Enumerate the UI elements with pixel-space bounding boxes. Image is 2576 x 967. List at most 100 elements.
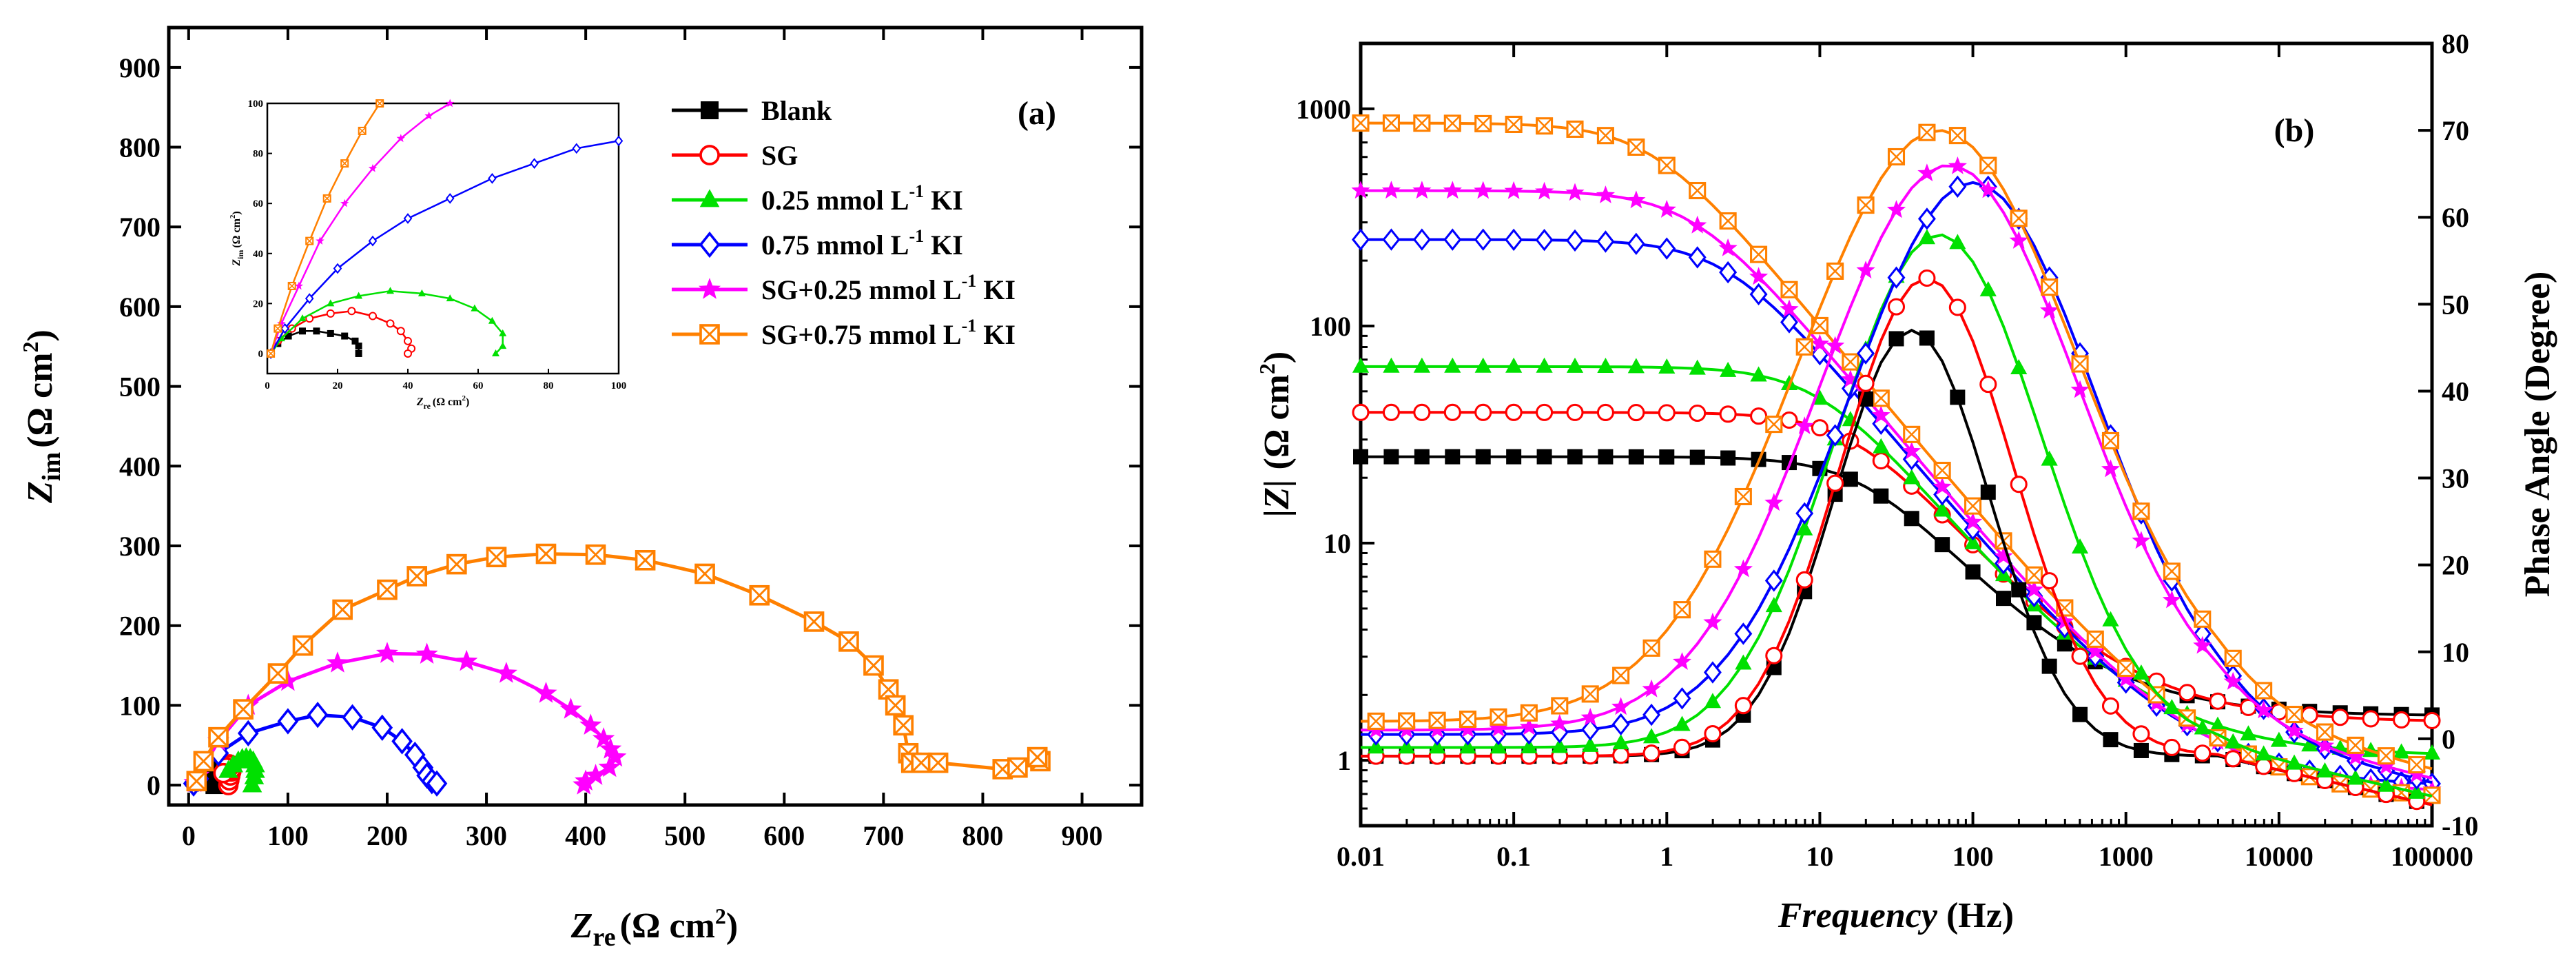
data-point-SGKI025 <box>375 642 399 663</box>
phase-point-SG <box>1704 724 1722 743</box>
modulus-point-Blank <box>1567 449 1583 465</box>
modulus-point-SG <box>2209 692 2227 710</box>
y-tick-label: 400 <box>119 451 161 482</box>
modulus-point-KI025 <box>1658 358 1676 374</box>
inset-data-point-Blank <box>341 332 349 340</box>
data-point-SGKI075 <box>406 566 428 587</box>
data-point-SGKI075 <box>332 599 353 620</box>
phase-point-SGKI075 <box>1428 711 1446 729</box>
b-x-tick-label: 10000 <box>2245 841 2314 872</box>
inset-data-point-SGKI025 <box>316 236 324 245</box>
legend-label: SG+0.75 mmol L-1 KI <box>761 316 1016 350</box>
inset-data-point-SGKI025 <box>368 163 378 172</box>
phase-point-KI025 <box>2163 699 2181 715</box>
modulus-point-SGKI075 <box>1750 245 1768 263</box>
legend-label: Blank <box>761 95 832 126</box>
modulus-point-KI025 <box>2240 725 2257 741</box>
inset-data-point-Blank <box>285 332 292 340</box>
phase-point-SGKI025 <box>2254 700 2274 719</box>
phase-point-SG <box>2224 750 2242 768</box>
b-x-tick-label: 1000 <box>2099 841 2154 872</box>
inset-data-point-SG <box>347 307 356 316</box>
phase-point-SGKI075 <box>1734 487 1752 506</box>
data-point-SGKI025 <box>598 755 621 777</box>
b-x-tick-label: 1 <box>1660 841 1673 872</box>
inset-x-tick-label: 60 <box>473 380 484 391</box>
phase-point-KI025 <box>1490 738 1507 754</box>
panel-b-y2-axis-title: Phase Angle (Degree) <box>2518 272 2557 598</box>
modulus-point-SG <box>2362 710 2380 728</box>
phase-point-KI025 <box>2194 719 2211 735</box>
phase-point-KI025 <box>1673 715 1691 731</box>
b-x-tick-label: 10 <box>1806 841 1833 872</box>
modulus-point-SGKI075 <box>1903 425 1921 443</box>
y-tick-label: 300 <box>119 531 161 562</box>
inset-data-point-SGKI075 <box>340 159 349 168</box>
modulus-point-KI025 <box>1903 469 1920 485</box>
phase-point-SGKI075 <box>2163 562 2181 580</box>
phase-point-SG <box>2194 744 2212 762</box>
modulus-point-SG <box>1536 403 1554 421</box>
data-point-SGKI075 <box>635 550 656 571</box>
modulus-point-SGKI025 <box>1964 512 1983 530</box>
inset-data-point-SGKI075 <box>322 194 331 203</box>
data-point-KI075 <box>307 702 329 729</box>
modulus-point-Blank <box>1996 591 2011 607</box>
inset-data-point-KI075 <box>488 173 497 184</box>
modulus-point-Blank <box>1475 449 1491 465</box>
b-x-tick-label: 100000 <box>2391 841 2473 872</box>
modulus-point-KI025 <box>2301 736 2318 752</box>
phase-point-KI025 <box>2408 783 2425 799</box>
legend-item-SGKI025: SG+0.25 mmol L-1 KI <box>672 271 1016 305</box>
modulus-point-KI025 <box>1383 357 1400 373</box>
modulus-point-SGKI025 <box>1412 181 1432 199</box>
legend-item-KI025: 0.25 mmol L-1 KI <box>672 181 963 216</box>
phase-point-KI025 <box>1979 281 1997 296</box>
phase-line-SGKI075 <box>1360 129 2433 771</box>
inset-y-tick-label: 100 <box>248 99 264 110</box>
phase-point-KI075 <box>1917 207 1936 230</box>
modulus-point-SGKI075 <box>1689 181 1707 200</box>
modulus-point-SGKI025 <box>1504 181 1523 199</box>
modulus-point-Blank <box>1445 449 1461 465</box>
data-point-SGKI025 <box>559 698 582 719</box>
inset-data-point-SG <box>404 349 412 358</box>
inset-data-point-SGKI075 <box>287 281 296 290</box>
phase-point-KI075 <box>1826 424 1844 447</box>
phase-point-SGKI075 <box>2347 736 2364 754</box>
phase-point-Blank <box>1919 330 1935 346</box>
modulus-point-KI075 <box>1749 283 1768 306</box>
inset-y-tick-label: 60 <box>253 199 263 210</box>
b-y-tick-label: 1000 <box>1296 94 1351 125</box>
modulus-point-KI025 <box>1597 357 1614 373</box>
modulus-point-Blank <box>1383 449 1399 465</box>
modulus-point-SG <box>1352 403 1370 421</box>
inset-data-point-KI025 <box>355 292 363 299</box>
phase-point-KI025 <box>1398 738 1415 754</box>
phase-point-SGKI075 <box>2255 682 2273 700</box>
phase-point-SG <box>1857 374 1875 392</box>
modulus-point-SGKI075 <box>1474 114 1492 132</box>
modulus-point-KI075 <box>1535 228 1554 252</box>
x-tick-label: 100 <box>267 820 309 851</box>
phase-point-SGKI025 <box>2040 301 2059 319</box>
x-tick-label: 600 <box>763 820 805 851</box>
b-y2-tick-label: 10 <box>2442 637 2469 668</box>
b-y2-tick-label: 0 <box>2442 724 2455 755</box>
phase-point-SGKI025 <box>1611 697 1631 715</box>
x-tick-label: 900 <box>1062 820 1103 851</box>
b-y-tick-label: 1 <box>1337 745 1351 776</box>
modulus-point-KI025 <box>1474 357 1492 373</box>
legend-label: 0.75 mmol L-1 KI <box>761 226 963 261</box>
modulus-point-SG <box>1658 404 1676 422</box>
x-tick-label: 500 <box>664 820 705 851</box>
phase-point-SGKI075 <box>2194 610 2212 628</box>
inset-data-point-KI075 <box>572 143 581 154</box>
modulus-point-SGKI025 <box>1810 334 1829 352</box>
modulus-point-SGKI075 <box>1566 120 1584 138</box>
modulus-point-SGKI025 <box>1627 190 1646 209</box>
modulus-point-SG <box>1872 452 1890 470</box>
inset-data-point-KI075 <box>445 193 455 204</box>
data-point-SGKI075 <box>208 726 229 748</box>
phase-point-SGKI075 <box>1520 704 1538 722</box>
